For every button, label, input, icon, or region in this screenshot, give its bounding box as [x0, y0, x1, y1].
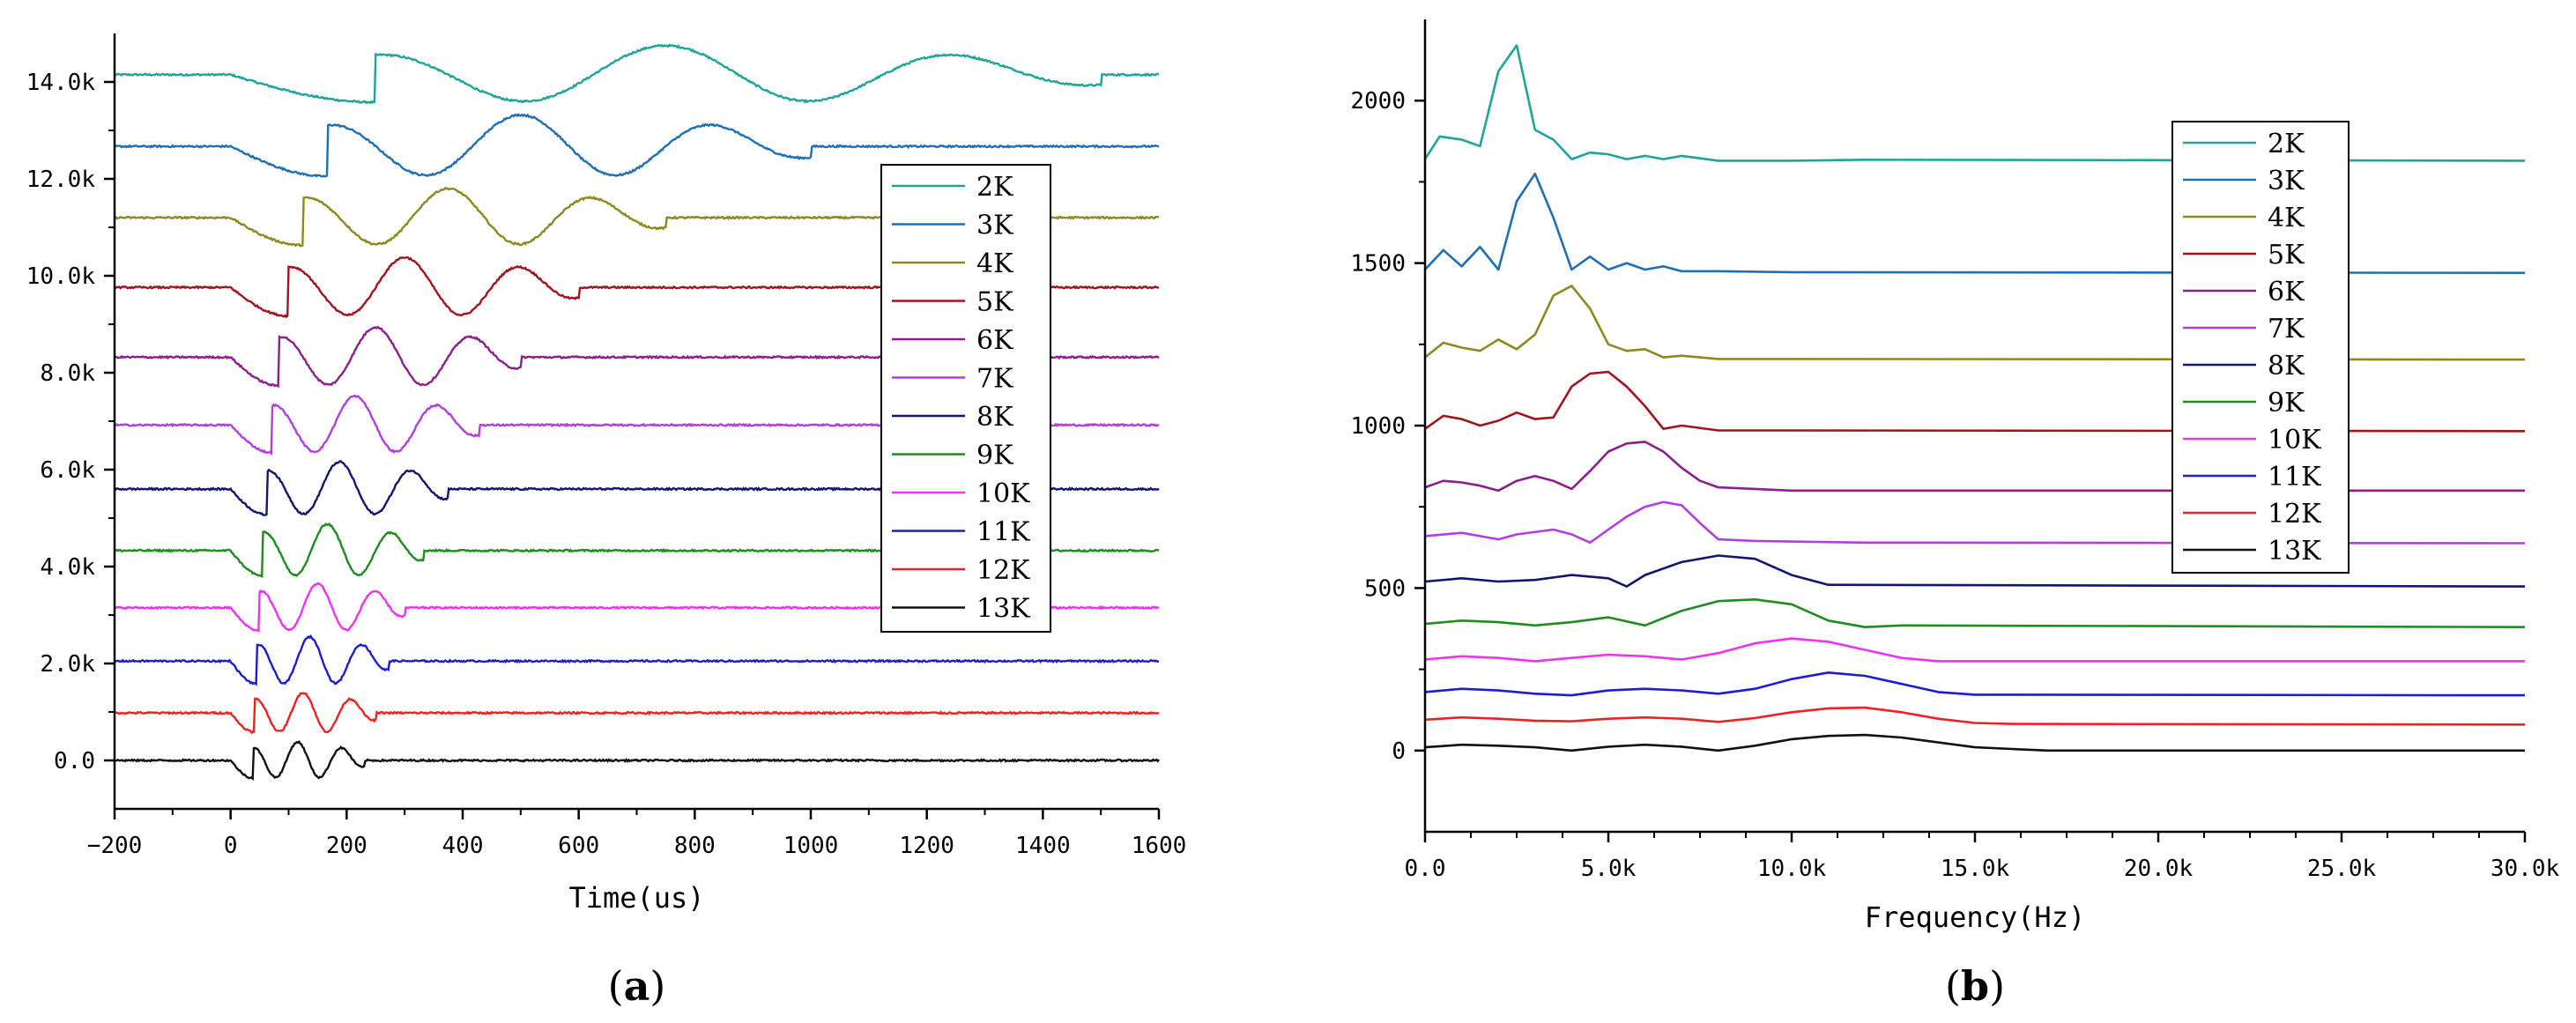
series-line-13k [1424, 733, 2525, 752]
series-line-7k [1424, 500, 2526, 545]
legend-label-8k: 8K [2268, 351, 2305, 382]
x-tick-label: 25.0k [2307, 856, 2377, 882]
legend-label-11k: 11K [2268, 462, 2321, 493]
series-line-10k [1424, 637, 2525, 663]
legend-label-12k: 12K [976, 555, 1030, 586]
x-tick-label: 0 [224, 833, 238, 859]
y-tick-label: 2000 [1350, 88, 1406, 115]
y-tick-label: 0 [1392, 738, 1406, 765]
series-line-4k [1424, 285, 2526, 361]
x-tick-label: 20.0k [2124, 856, 2194, 882]
x-tick-label: −200 [87, 833, 143, 859]
series-line-3k [1424, 172, 2526, 274]
legend-box [2171, 121, 2350, 574]
series-line-5k [1424, 370, 2526, 433]
x-tick-label: 1600 [1132, 833, 1187, 859]
legend-label-10k: 10K [2268, 425, 2321, 456]
panel-b-axes: 0.0 5.0k 10.0k 15.0k 20.0k 25.0k 30.0k 0 500 1000… [1350, 19, 2559, 882]
x-tick-label: 10.0k [1757, 856, 1827, 882]
legend-label-2k: 2K [976, 172, 1013, 203]
x-tick-label: 15.0k [1941, 856, 2010, 882]
legend-label-7k: 7K [2268, 314, 2305, 345]
series-line-6k [1424, 441, 2525, 493]
x-tick-label: 1200 [899, 833, 954, 859]
panel-a-legend: 2K 3K 4K 5K 6K 7K 8K 9K 10K 11K 12K 13K [880, 164, 1051, 633]
panel-b-label: (b) [1945, 962, 2005, 1010]
series-line-3k [114, 113, 1160, 178]
y-tick-label: 0.0 [54, 748, 95, 775]
x-tick-label: 5.0k [1581, 856, 1637, 882]
series-line-11k [1424, 671, 2526, 697]
legend-label-4k: 4K [976, 248, 1013, 279]
y-tick-label: 4.0k [40, 554, 95, 581]
series-line-12k [114, 692, 1160, 735]
legend-label-3k: 3K [2268, 166, 2305, 196]
panel-a-x-axis-title: Time(us) [568, 881, 704, 915]
x-tick-label: 30.0k [2491, 856, 2560, 882]
legend-label-3k: 3K [976, 211, 1013, 241]
y-tick-label: 14.0k [26, 70, 96, 96]
x-tick-label: 600 [558, 833, 599, 859]
legend-label-5k: 5K [2268, 240, 2305, 271]
y-tick-label: 500 [1364, 575, 1406, 602]
legend-label-2k: 2K [2268, 129, 2305, 159]
series-line-12k [1424, 706, 2526, 726]
legend-label-13k: 13K [976, 594, 1030, 625]
legend-label-5k: 5K [976, 287, 1013, 318]
y-tick-label: 12.0k [26, 167, 96, 193]
x-tick-label: 400 [442, 833, 484, 859]
panel-a-axes: −200 0 200 400 600 800 1000 1200 1400 1600 0.0 2.0k… [26, 33, 1187, 859]
series-line-2k [1423, 44, 2526, 162]
y-tick-label: 2.0k [40, 651, 95, 678]
series-line-2k [114, 43, 1160, 105]
legend-label-12k: 12K [2268, 499, 2321, 530]
panel-b-series-group [1423, 44, 2526, 752]
y-tick-label: 1500 [1350, 251, 1406, 278]
legend-label-9k: 9K [976, 441, 1013, 471]
panel-b-x-axis-title: Frequency(Hz) [1865, 901, 2085, 934]
y-tick-label: 8.0k [40, 360, 95, 387]
legend-label-7k: 7K [976, 364, 1013, 395]
legend-label-11k: 11K [976, 517, 1030, 548]
legend-label-6k: 6K [976, 325, 1013, 356]
y-tick-label: 6.0k [40, 457, 95, 484]
panel-a-label: (a) [608, 962, 666, 1010]
x-tick-label: 1400 [1015, 833, 1071, 859]
legend-label-8k: 8K [976, 402, 1013, 433]
panel-b-legend: 2K 3K 4K 5K 6K 7K 8K 9K 10K 11K 12K 13K [2171, 121, 2350, 574]
panel-a-time-domain-chart: −200 0 200 400 600 800 1000 1200 1400 1600 0.0 2.0k… [26, 33, 1187, 1010]
series-line-8k [1424, 554, 2526, 588]
x-tick-label: 800 [674, 833, 716, 859]
series-line-11k [114, 634, 1160, 686]
legend-label-6k: 6K [2268, 277, 2305, 308]
legend-label-4k: 4K [2268, 203, 2305, 234]
y-tick-label: 1000 [1350, 413, 1406, 440]
legend-box [880, 164, 1051, 633]
legend-label-9k: 9K [2268, 388, 2305, 419]
series-line-9k [1424, 598, 2526, 628]
x-tick-label: 1000 [783, 833, 839, 859]
x-tick-label: 0.0 [1405, 856, 1446, 882]
panel-b-frequency-domain-chart: 0.0 5.0k 10.0k 15.0k 20.0k 25.0k 30.0k 0 500 1000… [1350, 19, 2559, 1010]
y-tick-label: 10.0k [26, 263, 96, 290]
x-tick-label: 200 [326, 833, 367, 859]
legend-label-10k: 10K [976, 478, 1030, 509]
legend-label-13k: 13K [2268, 536, 2321, 567]
series-line-13k [114, 740, 1160, 782]
panel-a-series-group [114, 43, 1160, 782]
